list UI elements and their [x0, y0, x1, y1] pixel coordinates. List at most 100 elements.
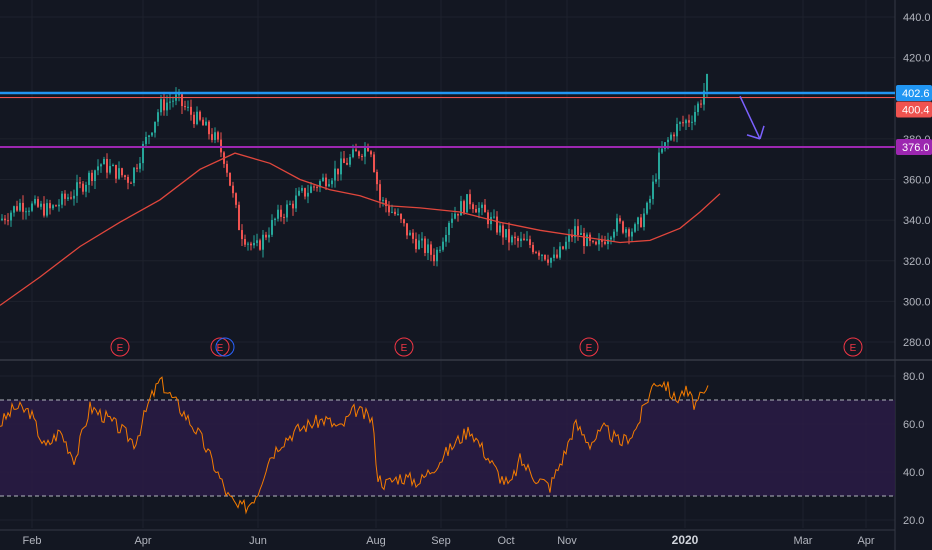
- candle-body: [160, 99, 162, 113]
- candle-body: [568, 234, 570, 242]
- candle-body: [238, 204, 240, 231]
- candle-body: [367, 146, 369, 152]
- candle-body: [478, 207, 480, 213]
- candle-body: [253, 242, 255, 246]
- candle-body: [451, 218, 453, 223]
- earnings-marker-label: E: [586, 343, 593, 354]
- axes: 280.0300.0320.0340.0360.0420.0440.0380.0…: [23, 12, 932, 547]
- candle-body: [166, 102, 168, 111]
- candle-body: [634, 224, 636, 232]
- candle-body: [127, 176, 129, 183]
- moving-average-line: [0, 152, 721, 306]
- candle-body: [97, 166, 99, 171]
- candle-body: [604, 241, 606, 244]
- candle-body: [535, 252, 537, 254]
- candle-body: [523, 238, 525, 241]
- candle-body: [637, 217, 639, 225]
- candle-body: [391, 211, 393, 213]
- candle-body: [502, 225, 504, 238]
- candle-body: [289, 203, 291, 205]
- candle-body: [607, 239, 609, 244]
- earnings-marker[interactable]: [843, 337, 863, 357]
- candle-body: [406, 223, 408, 236]
- candle-body: [346, 162, 348, 165]
- candle-body: [10, 212, 12, 221]
- candle-body: [277, 209, 279, 219]
- candle-body: [442, 241, 444, 250]
- candle-body: [508, 229, 510, 243]
- y-tick-label: 320.0: [903, 256, 931, 268]
- candle-body: [196, 111, 198, 125]
- candle-body: [427, 244, 429, 253]
- candle-body: [103, 158, 105, 165]
- earnings-marker[interactable]: [579, 337, 599, 357]
- price-badge-label: 400.4: [902, 104, 930, 116]
- candle-body: [631, 231, 633, 237]
- candle-body: [376, 171, 378, 185]
- candle-body: [418, 240, 420, 250]
- candle-body: [76, 182, 78, 196]
- candle-body: [304, 188, 306, 197]
- candle-body: [208, 121, 210, 135]
- candle-body: [43, 203, 45, 216]
- candle-body: [124, 175, 126, 177]
- candle-body: [652, 181, 654, 199]
- candle-body: [529, 239, 531, 246]
- candle-body: [601, 239, 603, 242]
- candle-body: [706, 73, 708, 91]
- candle-body: [499, 225, 501, 233]
- candle-body: [244, 239, 246, 245]
- candle-body: [205, 121, 207, 126]
- y-tick-label: 360.0: [903, 175, 931, 187]
- annotation-arrow[interactable]: [739, 95, 761, 140]
- rsi-y-tick-label: 60.0: [903, 419, 924, 431]
- candle-body: [274, 218, 276, 220]
- candle-body: [307, 192, 309, 197]
- price-badge: [896, 84, 932, 101]
- candle-body: [163, 99, 165, 111]
- candle-body: [316, 186, 318, 188]
- candle-body: [211, 134, 213, 140]
- candle-body: [646, 202, 648, 214]
- candle-body: [82, 183, 84, 192]
- candle-body: [580, 233, 582, 236]
- candle-body: [283, 216, 285, 218]
- candle-body: [259, 240, 261, 250]
- earnings-marker[interactable]: [110, 337, 130, 357]
- candle-body: [577, 226, 579, 236]
- earnings-marker-label: E: [850, 343, 857, 354]
- candle-body: [337, 168, 339, 175]
- candle-body: [553, 254, 555, 258]
- candle-body: [178, 94, 180, 96]
- earnings-marker[interactable]: [210, 337, 230, 357]
- candle-body: [250, 243, 252, 246]
- candle-body: [241, 230, 243, 240]
- candle-body: [466, 194, 468, 213]
- rsi-line: [0, 376, 709, 515]
- candle-body: [148, 135, 150, 137]
- candle-body: [439, 249, 441, 251]
- x-tick-label: Sep: [431, 535, 451, 547]
- earnings-marker[interactable]: [394, 337, 414, 357]
- candle-body: [355, 149, 357, 152]
- candle-body: [415, 238, 417, 250]
- candle-body: [496, 216, 498, 233]
- candle-body: [412, 232, 414, 239]
- dividend-marker[interactable]: [215, 337, 235, 357]
- candle-body: [358, 151, 360, 157]
- candle-body: [184, 106, 186, 108]
- candle-body: [301, 188, 303, 191]
- earnings-marker-label: E: [217, 343, 224, 354]
- candle-body: [640, 217, 642, 227]
- candle-body: [187, 106, 189, 108]
- candle-body: [169, 101, 171, 103]
- candle-body: [73, 195, 75, 199]
- candle-body: [193, 114, 195, 125]
- indicator-pane: [0, 376, 895, 515]
- candle-body: [514, 236, 516, 239]
- candle-body: [370, 151, 372, 155]
- candle-body: [139, 163, 141, 169]
- candle-body: [340, 158, 342, 175]
- candle-body: [481, 204, 483, 208]
- candle-body: [145, 136, 147, 144]
